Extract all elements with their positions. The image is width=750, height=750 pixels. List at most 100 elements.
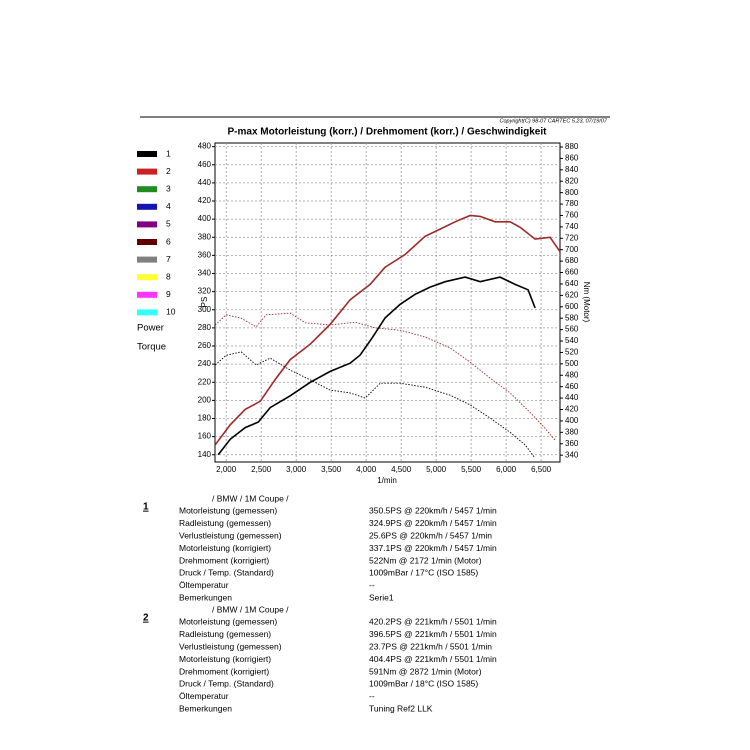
legend-swatch (137, 203, 157, 210)
run-field: Motorleistung (gemessen) (179, 617, 277, 627)
x-tick-label: 2,000 (216, 465, 237, 474)
copyright: Copyright(C) 98-07 CARTEC 5.23, 07/19/07 (499, 118, 607, 124)
y-tick-label: 180 (198, 414, 212, 423)
power-line (214, 214, 561, 446)
run-field: Bemerkungen (179, 703, 232, 713)
legend-label: 2 (166, 166, 171, 176)
power-line (217, 276, 536, 456)
legend-label: 3 (166, 183, 171, 193)
y2-axis-label: Nm (Motor) (582, 282, 591, 323)
legend-label: 8 (166, 271, 171, 281)
run-field: Verlustleistung (gemessen) (179, 641, 282, 651)
run-value: 1009mBar / 18°C (ISO 1585) (369, 679, 478, 689)
y-axis-label: PS (200, 297, 209, 308)
run-value: Tuning Ref2 LLK (369, 703, 433, 713)
y2-tick-label: 740 (565, 222, 579, 231)
y-tick-label: 280 (198, 323, 212, 332)
y2-tick-label: 580 (565, 313, 579, 322)
x-tick-label: 5,000 (426, 465, 447, 474)
y2-tick-label: 860 (565, 154, 579, 163)
y-tick-label: 480 (198, 142, 212, 151)
legend-kind: Torque (137, 342, 166, 353)
y-tick-label: 200 (198, 395, 212, 404)
y-tick-label: 340 (198, 269, 212, 278)
run-value: -- (369, 580, 375, 590)
legend-swatch (137, 309, 157, 316)
y2-tick-label: 400 (565, 416, 579, 425)
chart-title: P-max Motorleistung (korr.) / Drehmoment… (228, 127, 548, 138)
run-field: Drehmoment (korrigiert) (179, 666, 269, 676)
legend-swatch (137, 168, 157, 175)
x-tick-label: 5,500 (461, 465, 482, 474)
legend-swatch (137, 291, 157, 298)
run-heading: / BMW / 1M Coupe / (212, 604, 289, 614)
run-field: Öltemperatur (179, 580, 229, 590)
run-value: Serie1 (369, 592, 394, 602)
y2-tick-label: 600 (565, 302, 579, 311)
legend-swatch (137, 274, 157, 281)
legend-label: 1 (166, 148, 171, 158)
y-tick-label: 320 (198, 287, 212, 296)
legend-swatch (137, 256, 157, 263)
legend-label: 10 (166, 307, 176, 317)
y2-tick-label: 340 (565, 450, 579, 459)
run-value: 324.9PS @ 220km/h / 5457 1/min (369, 518, 497, 528)
y2-tick-label: 620 (565, 290, 579, 299)
legend-swatch (137, 151, 157, 157)
run-value: 591Nm @ 2872 1/min (Motor) (369, 666, 482, 676)
y-tick-label: 380 (198, 232, 212, 241)
run-field: Verlustleistung (gemessen) (179, 530, 282, 540)
legend-label: 7 (166, 254, 171, 264)
run-value: 1009mBar / 17°C (ISO 1585) (369, 568, 478, 578)
run-field: Radleistung (gemessen) (179, 629, 271, 639)
y2-tick-label: 820 (565, 176, 579, 185)
y2-tick-label: 800 (565, 188, 579, 197)
y-tick-label: 400 (198, 214, 212, 223)
y2-tick-label: 520 (565, 348, 579, 357)
y2-tick-label: 500 (565, 359, 579, 368)
legend-label: 6 (166, 236, 171, 246)
run-field: Motorleistung (korrigiert) (179, 543, 271, 553)
y2-tick-label: 420 (565, 405, 579, 414)
y-tick-label: 360 (198, 250, 212, 259)
run-field: Öltemperatur (179, 691, 229, 701)
x-axis-label: 1/min (377, 476, 397, 485)
y2-tick-label: 440 (565, 393, 579, 402)
y-tick-label: 140 (198, 450, 212, 459)
x-tick-label: 3,000 (286, 465, 307, 474)
run-field: Drehmoment (korrigiert) (179, 555, 269, 565)
y2-tick-label: 540 (565, 336, 579, 345)
x-tick-label: 4,500 (391, 465, 412, 474)
legend-label: 9 (166, 289, 171, 299)
run-value: 420.2PS @ 221km/h / 5501 1/min (369, 617, 497, 627)
y-tick-label: 440 (198, 178, 212, 187)
y-tick-label: 420 (198, 196, 212, 205)
y-tick-label: 220 (198, 377, 212, 386)
y-tick-label: 240 (198, 359, 212, 368)
run-field: Radleistung (gemessen) (179, 518, 271, 528)
legend-swatch (137, 221, 157, 228)
run-value: 404.4PS @ 221km/h / 5501 1/min (369, 654, 497, 664)
y-tick-label: 300 (198, 305, 212, 314)
run-value: 25.6PS @ 220km/h / 5457 1/min (369, 530, 492, 540)
y2-tick-label: 560 (565, 325, 579, 334)
run-field: Bemerkungen (179, 592, 232, 602)
y2-tick-label: 840 (565, 165, 579, 174)
legend-kind: Power (137, 323, 164, 334)
y-tick-label: 260 (198, 341, 212, 350)
y2-tick-label: 700 (565, 245, 579, 254)
run-index: 1 (143, 502, 149, 513)
y2-tick-label: 640 (565, 279, 579, 288)
y2-tick-label: 460 (565, 382, 579, 391)
run-value: 23.7PS @ 221km/h / 5501 1/min (369, 641, 492, 651)
run-index: 2 (143, 613, 149, 624)
y2-tick-label: 680 (565, 256, 579, 265)
run-field: Motorleistung (korrigiert) (179, 654, 271, 664)
y2-tick-label: 360 (565, 439, 579, 448)
run-value: -- (369, 691, 375, 701)
y2-tick-label: 480 (565, 370, 579, 379)
x-tick-label: 2,500 (251, 465, 272, 474)
run-value: 396.5PS @ 221km/h / 5501 1/min (369, 629, 497, 639)
run-field: Druck / Temp. (Standard) (179, 568, 274, 578)
y-tick-label: 160 (198, 432, 212, 441)
